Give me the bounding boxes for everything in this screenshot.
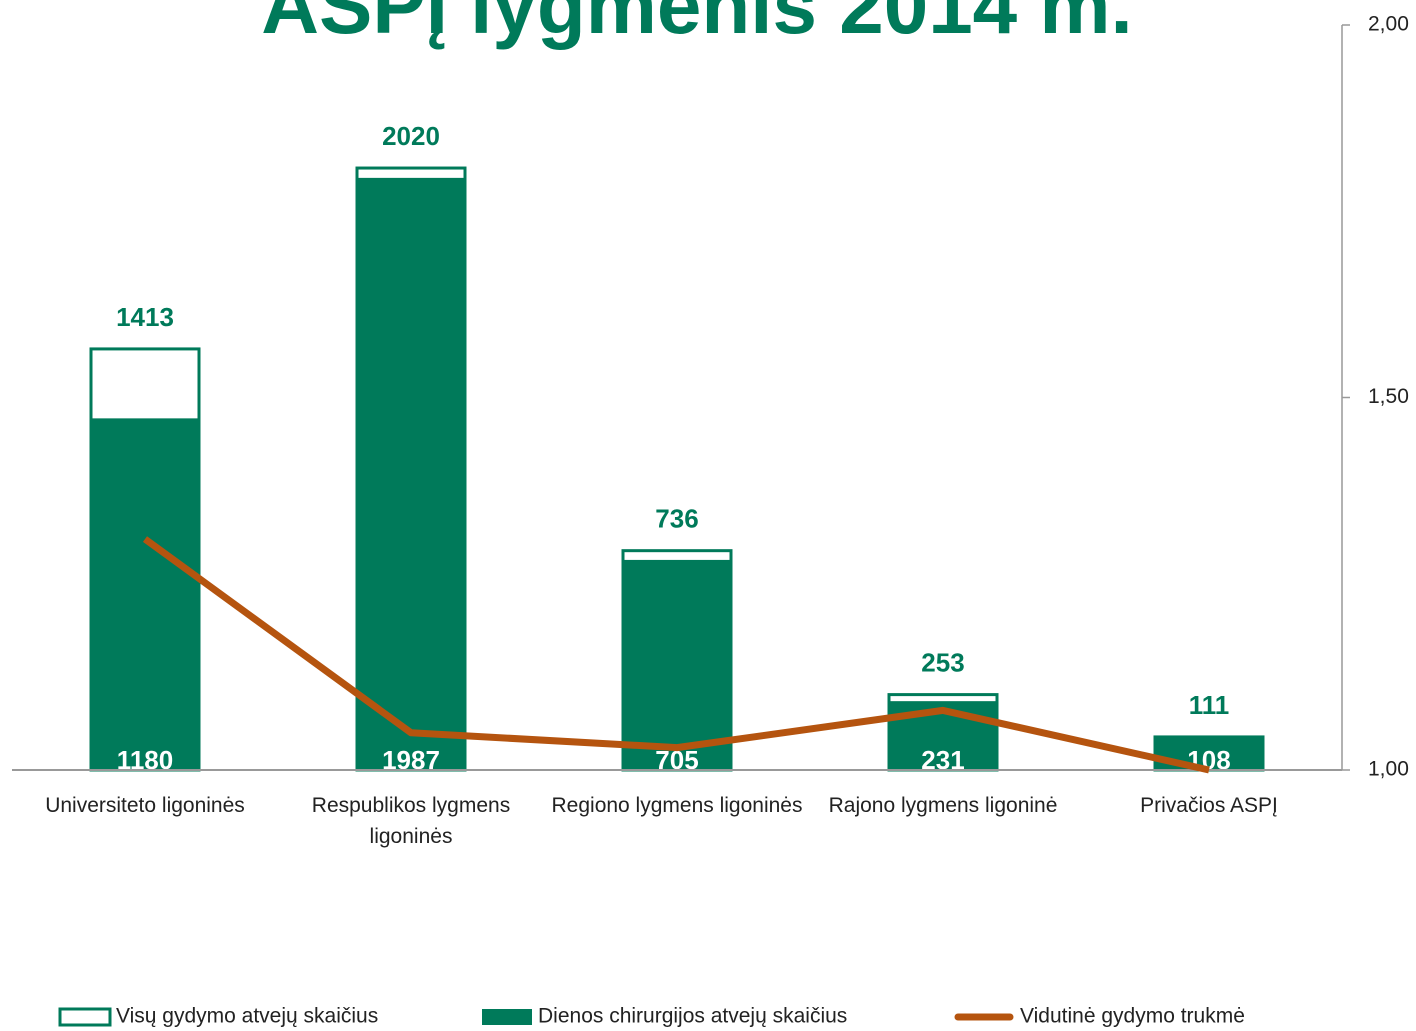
day-bar [91,418,199,770]
day-bar [623,559,731,770]
x-tick-label: Rajono lygmens ligoninė [828,794,1058,817]
total-label: 1413 [116,302,174,332]
x-tick-label: Regiono lygmens ligoninės [551,794,803,817]
legend-swatch [58,1007,112,1027]
y2-tick-label: 1,00 [1368,758,1409,781]
chart-title: ASPĮ lygmenis 2014 m. [261,0,1133,50]
total-label: 2020 [382,121,440,151]
day-bar [357,177,465,770]
legend-label: Dienos chirurgijos atvejų skaičius [538,1005,847,1028]
legend-label: Vidutinė gydymo trukmė [1020,1005,1245,1028]
total-label: 736 [655,504,698,534]
legend-label: Visų gydymo atvejų skaičius [116,1005,378,1028]
x-tick-label: Respublikos lygmens ligoninės [311,794,511,848]
y2-tick-label: 2,00 [1368,13,1409,36]
x-tick-label: Universiteto ligoninės [45,794,245,817]
line [142,536,1210,774]
legend-swatch [482,1009,532,1025]
x-tick-label: Privačios ASPĮ [1140,794,1278,817]
total-label: 111 [1189,690,1230,720]
total-label: 253 [921,647,964,677]
y2-tick-label: 1,50 [1368,385,1409,408]
